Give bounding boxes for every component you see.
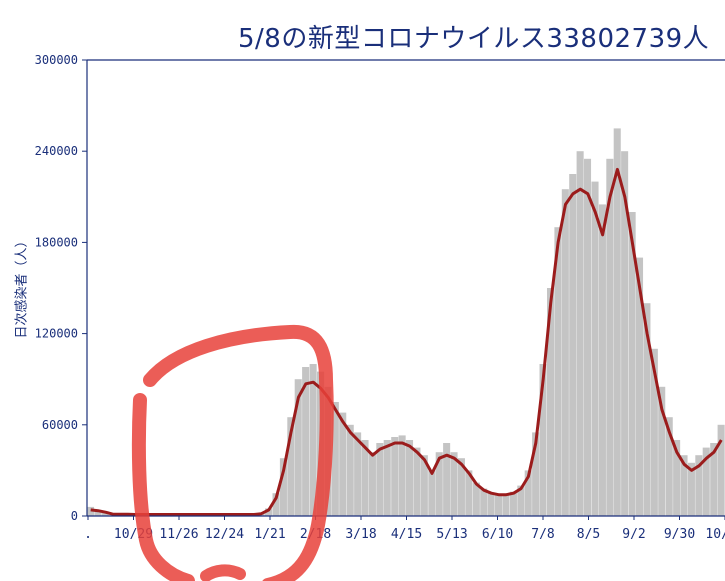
x-tick-label: 9/2 (622, 527, 645, 542)
bar (465, 470, 473, 516)
bar (621, 151, 629, 516)
bar (554, 227, 562, 516)
bar (420, 455, 428, 516)
bar (569, 174, 577, 516)
average-line (90, 167, 723, 516)
bar (650, 348, 658, 516)
x-tick-label: 8/5 (577, 527, 600, 542)
bar (598, 204, 606, 516)
chart-title: 5/8の新型コロナウイルス33802739人 (238, 24, 710, 54)
x-tick-label: 9/30 (664, 527, 695, 542)
y-tick-label: 300000 (35, 53, 78, 67)
bar (94, 509, 102, 516)
bar (584, 158, 592, 517)
bar (613, 128, 621, 516)
bar (287, 417, 295, 516)
bar (457, 458, 465, 516)
bar (368, 452, 376, 516)
bar (391, 437, 399, 516)
x-tick-label: . (84, 527, 92, 542)
bar (532, 432, 540, 516)
x-tick-label: 4/15 (391, 527, 422, 542)
bar (309, 364, 317, 516)
bar (658, 386, 666, 516)
bar (376, 443, 384, 516)
bar (361, 440, 369, 516)
bar (443, 443, 451, 516)
bar (524, 470, 532, 516)
x-tick-label: 1/21 (254, 527, 285, 542)
bar (383, 440, 391, 516)
bar (643, 303, 651, 516)
bar (294, 379, 302, 516)
bar (628, 212, 636, 516)
bar (265, 508, 273, 516)
bar (606, 158, 614, 517)
bar (346, 424, 354, 516)
x-tick-label: 6/10 (482, 527, 513, 542)
bar (673, 440, 681, 516)
bar (406, 440, 414, 516)
x-tick-label: 3/18 (345, 527, 376, 542)
bar (487, 493, 495, 516)
y-tick-label: 180000 (35, 235, 78, 249)
bar (547, 288, 555, 516)
bar (502, 494, 510, 516)
annotation-stroke-tail (200, 564, 246, 581)
bar (428, 470, 436, 516)
bar (539, 364, 547, 516)
bar (398, 435, 406, 516)
bar (636, 257, 644, 516)
x-tick-label: 10/28 (705, 527, 725, 542)
bar (331, 402, 339, 516)
x-tick-label: 7/8 (531, 527, 554, 542)
bar (450, 452, 458, 516)
bar (339, 412, 347, 516)
bar (435, 452, 443, 516)
bar (472, 482, 480, 516)
bar (354, 432, 362, 516)
bar (680, 455, 688, 516)
bar (576, 151, 584, 516)
bar (279, 458, 287, 516)
bar (509, 491, 517, 516)
x-tick-label: 5/13 (436, 527, 467, 542)
x-tick-label: 12/24 (205, 527, 244, 542)
bar (717, 424, 725, 516)
bar (302, 367, 310, 516)
bar (495, 494, 503, 516)
bar (413, 447, 421, 516)
bar (695, 455, 703, 516)
bar (480, 488, 488, 516)
y-tick-label: 120000 (35, 327, 78, 341)
bar (272, 493, 280, 516)
bar (591, 181, 599, 516)
y-tick-label: 240000 (35, 144, 78, 158)
bar (687, 462, 695, 516)
bar (665, 417, 673, 516)
bar (561, 189, 569, 516)
hand-drawn-circle-annotation (131, 324, 334, 581)
y-tick-label: 0 (71, 509, 78, 523)
bar (517, 485, 525, 516)
bar (702, 447, 710, 516)
bar (710, 443, 718, 516)
x-tick-label: 11/26 (159, 527, 198, 542)
bar (87, 506, 95, 516)
y-tick-label: 60000 (42, 418, 78, 432)
